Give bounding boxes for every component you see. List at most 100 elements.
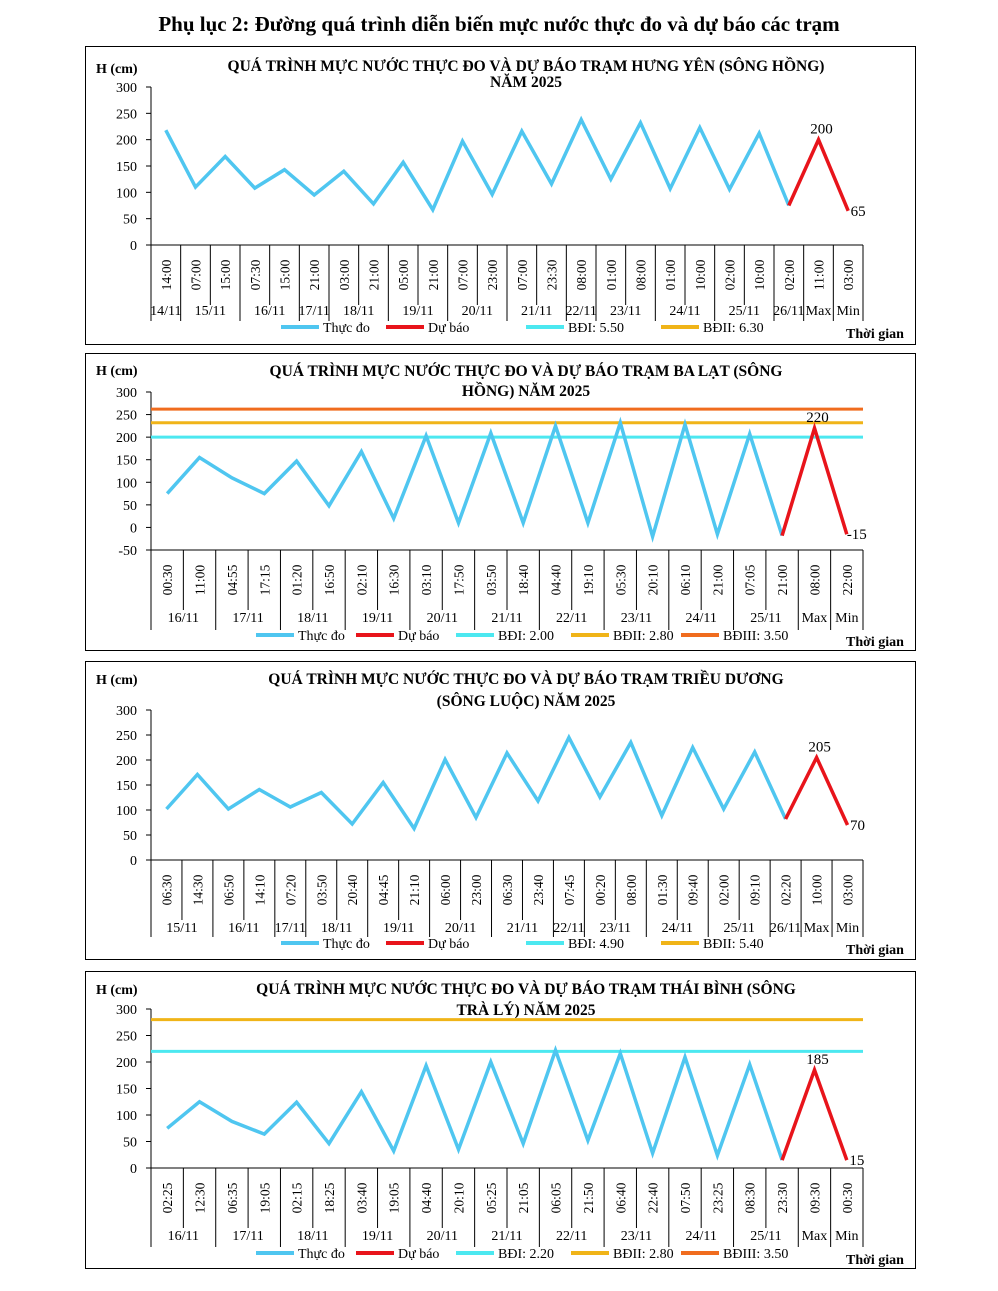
- x-time-label: 19:10: [581, 564, 596, 595]
- y-tick-label: 300: [116, 81, 137, 96]
- x-time-label: 19:05: [257, 1182, 272, 1213]
- x-date-group-label: 19/11: [383, 921, 414, 936]
- y-tick-label: 200: [116, 431, 137, 446]
- legend-label: Dự báo: [398, 629, 439, 644]
- x-date-group-label: Min: [836, 304, 859, 319]
- y-tick-label: 250: [116, 409, 137, 424]
- x-time-label: 14:10: [252, 874, 267, 905]
- y-tick-label: 100: [116, 1109, 137, 1124]
- x-time-label: 21:00: [775, 564, 790, 595]
- max-value-label: 185: [806, 1052, 829, 1068]
- x-time-label: 09:10: [748, 874, 763, 905]
- legend-label: BĐII: 5.40: [703, 937, 764, 952]
- chart-thai-binh-svg: QUÁ TRÌNH MỰC NƯỚC THỰC ĐO VÀ DỰ BÁO TRẠ…: [96, 981, 904, 1268]
- x-time-label: 23:00: [485, 259, 500, 290]
- x-axis-label: Thời gian: [846, 1253, 904, 1268]
- x-time-label: 04:40: [419, 1182, 434, 1213]
- x-date-group-label: 21/11: [507, 921, 538, 936]
- x-time-label: 02:20: [779, 874, 794, 905]
- x-time-label: 21:10: [407, 874, 422, 905]
- y-tick-label: 150: [116, 454, 137, 469]
- legend-label: BĐIII: 3.50: [723, 629, 788, 644]
- y-tick-label: 250: [116, 729, 137, 744]
- chart-ba-lat: QUÁ TRÌNH MỰC NƯỚC THỰC ĐO VÀ DỰ BÁO TRẠ…: [85, 353, 916, 651]
- legend-label: BĐIII: 3.50: [723, 1247, 788, 1262]
- x-time-label: 10:00: [810, 874, 825, 905]
- x-date-group-label: 24/11: [669, 304, 700, 319]
- x-time-label: 07:20: [283, 874, 298, 905]
- x-date-group-label: 25/11: [750, 1229, 781, 1244]
- x-time-label: 11:00: [193, 565, 208, 595]
- y-tick-label: 150: [116, 1083, 137, 1098]
- x-time-label: 06:05: [549, 1182, 564, 1213]
- x-time-label: 17:50: [451, 564, 466, 595]
- x-date-group-label: 17/11: [232, 1229, 263, 1244]
- x-time-label: 00:30: [160, 564, 175, 595]
- legend-label: BĐI: 2.20: [498, 1247, 554, 1262]
- x-time-label: 20:10: [451, 1182, 466, 1213]
- max-value-label: 220: [806, 410, 829, 426]
- x-time-label: 04:55: [225, 564, 240, 595]
- x-time-label: 16:30: [387, 564, 402, 595]
- x-time-label: 05:30: [613, 564, 628, 595]
- x-time-label: 05:25: [484, 1182, 499, 1213]
- x-time-label: 06:40: [613, 1182, 628, 1213]
- x-time-label: 15:00: [278, 259, 293, 290]
- x-date-group-label: 24/11: [685, 611, 716, 626]
- observed-series-line: [165, 733, 788, 833]
- y-axis-label: H (cm): [96, 62, 138, 77]
- observed-series-line: [166, 1045, 784, 1161]
- legend-label: BĐII: 2.80: [613, 629, 674, 644]
- x-time-label: 11:00: [812, 260, 827, 290]
- min-value-label: 70: [850, 818, 865, 834]
- x-axis-label: Thời gian: [846, 943, 904, 958]
- x-time-label: 06:50: [221, 874, 236, 905]
- x-time-label: 22:00: [840, 564, 855, 595]
- x-date-group-label: 18/11: [297, 611, 328, 626]
- legend-label: Thực đo: [298, 629, 345, 644]
- y-tick-label: 0: [130, 1162, 137, 1177]
- x-time-label: 21:50: [581, 1182, 596, 1213]
- x-time-label: 23:00: [469, 874, 484, 905]
- x-time-label: 02:25: [160, 1182, 175, 1213]
- x-time-label: 21:05: [516, 1182, 531, 1213]
- legend-label: Thực đo: [323, 937, 370, 952]
- x-date-group-label: 15/11: [166, 921, 197, 936]
- x-time-label: 03:50: [484, 564, 499, 595]
- legend-label: BĐI: 4.90: [568, 937, 624, 952]
- y-tick-label: 50: [123, 213, 137, 228]
- x-date-group-label: 16/11: [168, 1229, 199, 1244]
- x-axis-label: Thời gian: [846, 327, 904, 342]
- chart-thai-binh: QUÁ TRÌNH MỰC NƯỚC THỰC ĐO VÀ DỰ BÁO TRẠ…: [85, 971, 916, 1269]
- x-date-group-label: 20/11: [427, 1229, 458, 1244]
- x-time-label: 07:30: [248, 259, 263, 290]
- y-tick-label: 150: [116, 779, 137, 794]
- x-time-label: 04:40: [549, 564, 564, 595]
- x-time-label: 02:00: [723, 259, 738, 290]
- x-time-label: 08:00: [634, 259, 649, 290]
- x-date-group-label: 22/11: [556, 1229, 587, 1244]
- x-time-label: 07:45: [562, 874, 577, 905]
- x-date-group-label: 21/11: [491, 1229, 522, 1244]
- min-value-label: 65: [851, 204, 866, 220]
- y-tick-label: 200: [116, 1056, 137, 1071]
- x-time-label: 10:00: [693, 259, 708, 290]
- chart-title-line: HỒNG) NĂM 2025: [462, 382, 591, 400]
- min-value-label: 15: [849, 1153, 864, 1169]
- x-date-group-label: 14/11: [150, 304, 181, 319]
- x-time-label: 21:00: [426, 259, 441, 290]
- observed-series-line: [164, 115, 791, 214]
- x-date-group-label: 23/11: [621, 1229, 652, 1244]
- x-time-label: 05:00: [396, 259, 411, 290]
- x-date-group-label: 22/11: [556, 611, 587, 626]
- chart-hung-yen: QUÁ TRÌNH MỰC NƯỚC THỰC ĐO VÀ DỰ BÁO TRẠ…: [85, 46, 916, 345]
- x-date-group-label: 21/11: [491, 611, 522, 626]
- x-time-label: 15:00: [218, 259, 233, 290]
- x-time-label: 14:30: [190, 874, 205, 905]
- x-date-group-label: Max: [802, 1229, 828, 1244]
- x-time-label: 03:00: [337, 259, 352, 290]
- x-time-label: 09:40: [686, 874, 701, 905]
- x-date-group-label: 16/11: [254, 304, 285, 319]
- forecast-series-line: [787, 135, 850, 212]
- x-date-group-label: 25/11: [729, 304, 760, 319]
